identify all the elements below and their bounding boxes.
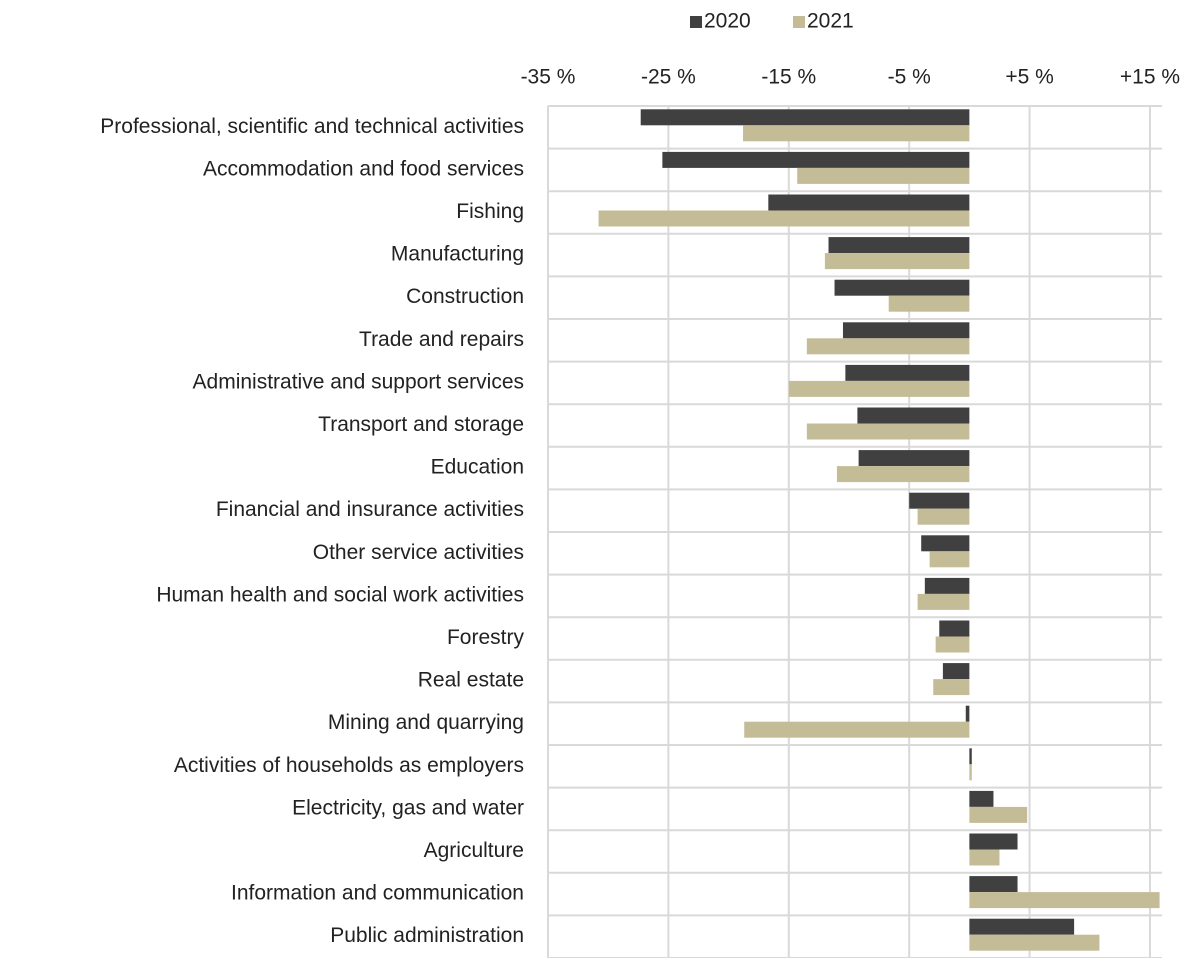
bar: [828, 237, 970, 254]
bar: [939, 620, 970, 637]
y-tick-label: Professional, scientific and technical a…: [100, 115, 524, 138]
bar: [768, 194, 970, 211]
legend-swatch: [793, 16, 805, 28]
y-tick-label: Transport and storage: [318, 413, 524, 436]
bar: [917, 508, 970, 525]
x-tick-label: -35 %: [521, 66, 576, 89]
bar: [917, 593, 970, 610]
legend-label: 2020: [704, 10, 751, 33]
bar: [929, 551, 970, 568]
bar: [845, 364, 970, 381]
y-tick-label: Education: [431, 456, 524, 479]
bar: [969, 849, 1000, 866]
bar: [797, 167, 970, 184]
bar: [788, 380, 970, 397]
bar: [969, 934, 1100, 951]
x-tick-label: -25 %: [641, 66, 696, 89]
bar: [909, 492, 970, 509]
bar: [640, 109, 970, 126]
bar: [858, 450, 970, 467]
legend-swatch: [690, 16, 702, 28]
y-tick-label: Financial and insurance activities: [216, 498, 524, 521]
bar: [842, 322, 970, 339]
bar: [969, 806, 1028, 823]
y-tick-label: Forestry: [447, 626, 525, 649]
bar: [935, 636, 970, 653]
y-tick-label: Manufacturing: [391, 243, 524, 266]
y-tick-label: Mining and quarrying: [328, 711, 524, 734]
y-tick-label: Electricity, gas and water: [292, 796, 524, 819]
bar: [806, 423, 970, 440]
y-tick-label: Administrative and support services: [193, 370, 524, 393]
y-tick-label: Construction: [406, 285, 524, 308]
bar: [806, 338, 970, 355]
bar: [598, 210, 970, 227]
bar: [969, 892, 1160, 909]
bar: [942, 663, 970, 680]
y-tick-label: Other service activities: [313, 541, 524, 564]
y-tick-label: Real estate: [418, 669, 524, 692]
x-tick-label: +5 %: [1005, 66, 1053, 89]
x-tick-label: -15 %: [761, 66, 816, 89]
bar: [744, 721, 970, 738]
bar: [836, 466, 970, 483]
y-tick-label: Accommodation and food services: [203, 157, 524, 180]
legend-label: 2021: [807, 10, 854, 33]
bar: [857, 407, 970, 424]
y-tick-label: Human health and social work activities: [156, 583, 524, 606]
bar: [834, 279, 970, 296]
bar: [888, 295, 970, 312]
y-tick-label: Trade and repairs: [359, 328, 524, 351]
bar: [969, 918, 1075, 935]
bar: [965, 705, 970, 722]
bar: [824, 253, 970, 270]
x-tick-label: +15 %: [1120, 66, 1180, 89]
y-tick-label: Activities of households as employers: [174, 754, 524, 777]
bar: [969, 764, 972, 781]
bar: [743, 125, 970, 142]
y-tick-label: Agriculture: [424, 839, 524, 862]
bar: [921, 535, 970, 552]
bar: [933, 679, 970, 696]
bar: [969, 833, 1018, 850]
bar: [969, 876, 1018, 893]
bar: [924, 577, 970, 594]
bar: [969, 748, 972, 765]
y-tick-label: Fishing: [456, 200, 524, 223]
bar: [662, 151, 970, 168]
x-tick-label: -5 %: [888, 66, 931, 89]
y-tick-label: Information and communication: [231, 882, 524, 905]
bar: [969, 790, 994, 807]
y-tick-label: Public administration: [330, 924, 524, 947]
